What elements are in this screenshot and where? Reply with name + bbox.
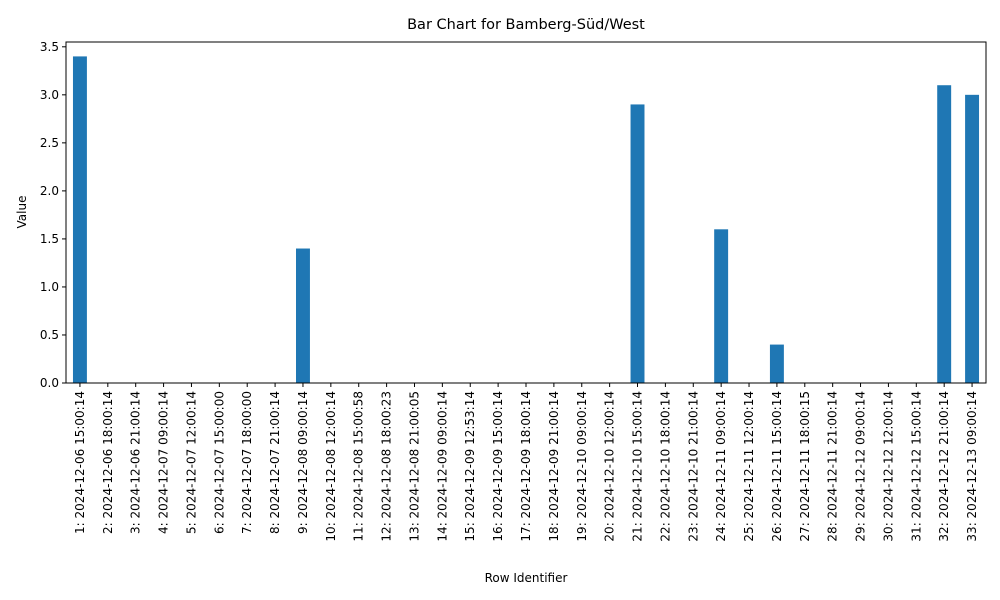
y-tick-label: 1.5 — [40, 232, 59, 246]
x-tick-label: 30: 2024-12-12 12:00:14 — [881, 391, 895, 542]
x-tick-label: 28: 2024-12-11 21:00:14 — [826, 391, 840, 542]
x-tick-label: 11: 2024-12-08 15:00:58 — [352, 391, 366, 542]
x-tick-label: 7: 2024-12-07 18:00:00 — [240, 391, 254, 534]
y-axis: 0.0 0.5 1.0 1.5 2.0 2.5 3.0 3.5 — [40, 40, 66, 390]
bars-group — [72, 56, 980, 384]
x-tick-label: 21: 2024-12-10 15:00:14 — [631, 391, 645, 542]
x-axis: 1: 2024-12-06 15:00:14 2: 2024-12-06 18:0… — [73, 383, 979, 542]
y-tick-label: 1.0 — [40, 280, 59, 294]
x-tick-label: 20: 2024-12-10 12:00:14 — [603, 391, 617, 542]
y-tick-label: 2.5 — [40, 136, 59, 150]
x-tick-label: 10: 2024-12-08 12:00:14 — [324, 391, 338, 542]
y-tick-label: 2.0 — [40, 184, 59, 198]
x-tick-label: 22: 2024-12-10 18:00:14 — [658, 391, 672, 542]
bar-9 — [296, 248, 310, 383]
plot-frame — [65, 41, 987, 384]
x-tick-label: 23: 2024-12-10 21:00:14 — [686, 391, 700, 542]
bar-26 — [769, 344, 784, 383]
x-tick-label: 14: 2024-12-09 09:00:14 — [435, 391, 449, 542]
bar-32 — [937, 85, 952, 384]
x-tick-label: 31: 2024-12-12 15:00:14 — [909, 391, 923, 542]
x-axis-label: Row Identifier — [485, 571, 568, 585]
bar-1 — [72, 56, 87, 384]
x-tick-label: 6: 2024-12-07 15:00:00 — [212, 391, 226, 534]
chart-title: Bar Chart for Bamberg-Süd/West — [407, 17, 645, 33]
x-tick-label: 12: 2024-12-08 18:00:23 — [380, 391, 394, 542]
bar-24 — [714, 229, 729, 383]
x-tick-label: 29: 2024-12-12 09:00:14 — [854, 391, 868, 542]
x-tick-label: 9: 2024-12-08 09:00:14 — [296, 391, 310, 534]
x-tick-label: 25: 2024-12-11 12:00:14 — [742, 391, 756, 542]
y-tick-label: 0.5 — [40, 328, 59, 342]
y-axis-label: Value — [15, 196, 29, 229]
y-tick-label: 3.5 — [40, 40, 59, 54]
x-tick-label: 32: 2024-12-12 21:00:14 — [937, 391, 951, 542]
x-tick-label: 13: 2024-12-08 21:00:05 — [407, 391, 421, 542]
bar-33 — [965, 94, 980, 383]
bar-21 — [630, 104, 645, 384]
y-tick-label: 3.0 — [40, 88, 59, 102]
x-tick-label: 18: 2024-12-09 21:00:14 — [547, 391, 561, 542]
x-tick-label: 8: 2024-12-07 21:00:14 — [268, 391, 282, 534]
x-tick-label: 19: 2024-12-10 09:00:14 — [575, 391, 589, 542]
x-tick-label: 33: 2024-12-13 09:00:14 — [965, 391, 979, 542]
y-tick-label: 0.0 — [40, 376, 59, 390]
x-tick-label: 4: 2024-12-07 09:00:14 — [157, 391, 171, 534]
x-tick-label: 15: 2024-12-09 12:53:14 — [463, 391, 477, 542]
x-tick-label: 24: 2024-12-11 09:00:14 — [714, 391, 728, 542]
x-tick-label: 27: 2024-12-11 18:00:15 — [798, 391, 812, 542]
x-tick-label: 26: 2024-12-11 15:00:14 — [770, 391, 784, 542]
x-tick-label: 5: 2024-12-07 12:00:14 — [184, 391, 198, 534]
x-tick-label: 2: 2024-12-06 18:00:14 — [101, 391, 115, 534]
x-tick-label: 3: 2024-12-06 21:00:14 — [129, 391, 143, 534]
x-tick-label: 17: 2024-12-09 18:00:14 — [519, 391, 533, 542]
x-tick-label: 16: 2024-12-09 15:00:14 — [491, 391, 505, 542]
x-tick-label: 1: 2024-12-06 15:00:14 — [73, 391, 87, 534]
